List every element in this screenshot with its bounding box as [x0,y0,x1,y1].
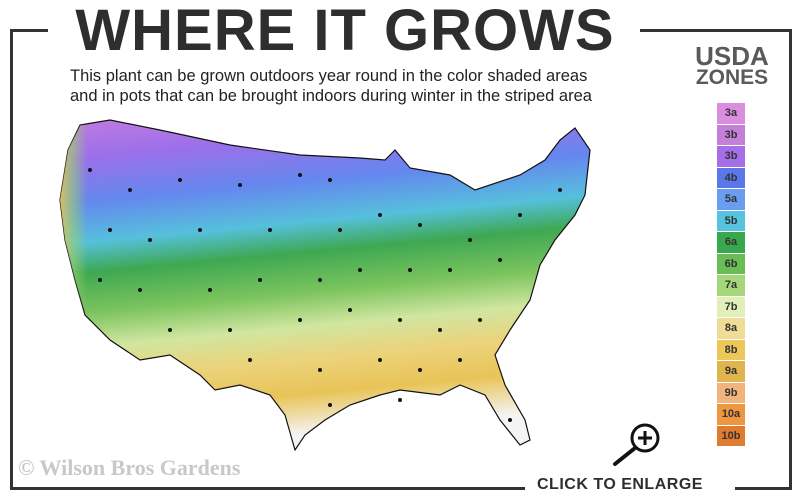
frame-top-left [10,29,48,32]
city-dot [228,328,232,332]
city-dot [148,238,152,242]
city-dot [398,398,402,402]
city-dot [138,288,142,292]
city-dot [338,228,342,232]
legend-zone-10a: 10a [717,404,745,425]
city-dot [298,173,302,177]
city-dot [198,228,202,232]
city-dot [418,368,422,372]
legend-zone-7a: 7a [717,275,745,296]
city-dot [238,183,242,187]
city-dot [458,358,462,362]
city-dot [378,358,382,362]
city-dot [108,228,112,232]
city-dot [448,268,452,272]
city-dot [168,328,172,332]
subtitle-line-2: and in pots that can be brought indoors … [70,87,592,105]
west-coast-zone-overlay [60,120,170,360]
legend-zone-3a: 3a [717,103,745,124]
legend-zone-5b: 5b [717,210,745,231]
city-dot [208,288,212,292]
city-dot [258,278,262,282]
contiguous-us-shape [59,119,591,452]
frame-right [789,29,792,490]
city-dot [398,318,402,322]
legend-zone-3b: 3b [717,124,745,145]
frame-left [10,29,13,490]
city-dots [88,168,562,422]
legend-zone-3b: 3b [717,146,745,167]
city-dot [348,308,352,312]
city-dot [328,403,332,407]
city-dot [328,178,332,182]
legend-zone-6a: 6a [717,232,745,253]
click-to-enlarge-link[interactable]: CLICK TO ENLARGE [537,476,703,493]
legend-title: USDA ZONES [676,41,788,89]
legend-zone-8a: 8a [717,318,745,339]
city-dot [468,238,472,242]
city-dot [508,418,512,422]
city-dot [518,213,522,217]
copyright-watermark: © Wilson Bros Gardens [18,455,241,480]
city-dot [438,328,442,332]
legend-zone-6b: 6b [717,253,745,274]
legend-zone-5a: 5a [717,189,745,210]
city-dot [178,178,182,182]
magnifier-plus-icon[interactable] [610,422,662,468]
city-dot [558,188,562,192]
city-dot [268,228,272,232]
city-dot [128,188,132,192]
city-dot [298,318,302,322]
legend-zone-10b: 10b [717,425,745,446]
legend-zone-4b: 4b [717,167,745,188]
city-dot [318,368,322,372]
legend-title-usda: USDA [695,41,769,71]
frame-bottom-left [10,487,525,490]
city-dot [378,213,382,217]
legend-title-zones: ZONES [695,66,769,89]
city-dot [408,268,412,272]
city-dot [318,278,322,282]
city-dot [478,318,482,322]
city-dot [98,278,102,282]
legend-zone-9a: 9a [717,361,745,382]
legend-zone-9b: 9b [717,382,745,403]
legend-zone-8b: 8b [717,339,745,360]
city-dot [358,268,362,272]
frame-top-right [640,29,792,32]
legend-zone-7b: 7b [717,296,745,317]
frame-bottom-right [735,487,792,490]
city-dot [88,168,92,172]
zone-legend: 3a 3b 3b 4b 5a 5b 6a 6b 7a 7b 8a 8b 9a 9b 10a 10b [717,103,745,447]
page-title: WHERE IT GROWS [75,0,615,63]
subtitle-line-1: This plant can be grown outdoors year ro… [70,67,588,85]
city-dot [248,358,252,362]
city-dot [498,258,502,262]
city-dot [418,223,422,227]
